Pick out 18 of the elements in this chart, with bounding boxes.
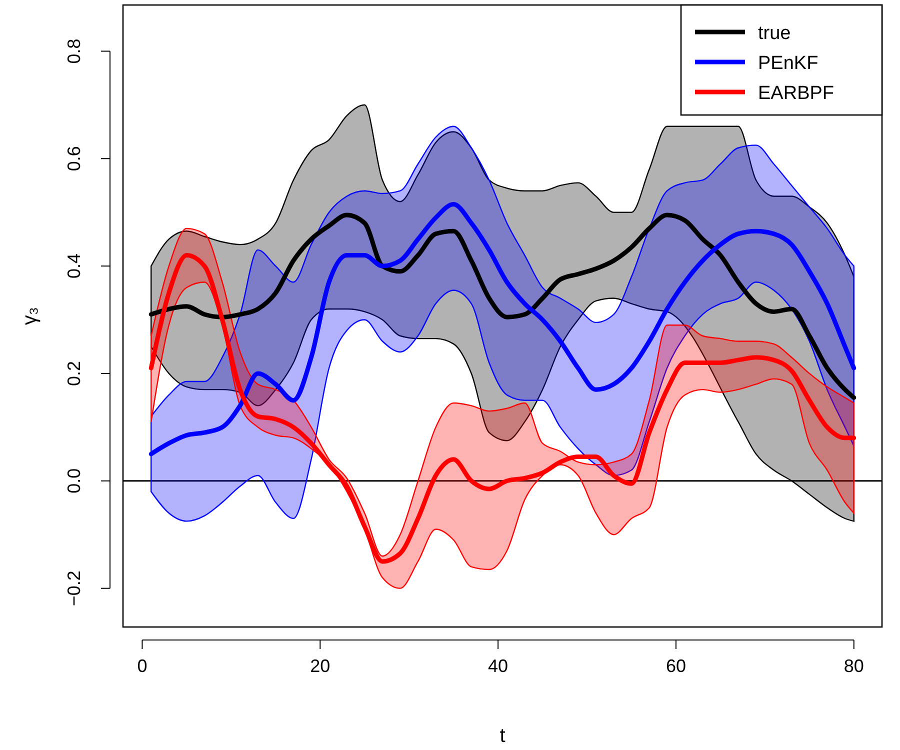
y-tick-label: 0.4 [64,254,84,279]
y-tick-label: 0.0 [64,468,84,494]
legend-label: PEnKF [758,53,818,74]
y-tick-label: 0.6 [64,146,84,172]
x-tick-label: 0 [137,656,148,676]
x-axis-title: t [500,725,506,747]
x-tick-label: 80 [844,656,864,676]
y-tick-label: −0.2 [64,570,84,606]
y-axis-title: γ₃ [19,306,41,326]
line-series [148,212,856,400]
x-tick-label: 60 [666,656,686,676]
line-series [148,202,856,456]
y-tick-label: 0.2 [64,360,84,386]
legend-label: true [758,23,791,44]
legend-label: EARBPF [758,83,834,104]
x-tick-label: 20 [310,656,330,676]
y-tick-label: 0.8 [64,38,84,64]
x-tick-label: 40 [488,656,508,676]
